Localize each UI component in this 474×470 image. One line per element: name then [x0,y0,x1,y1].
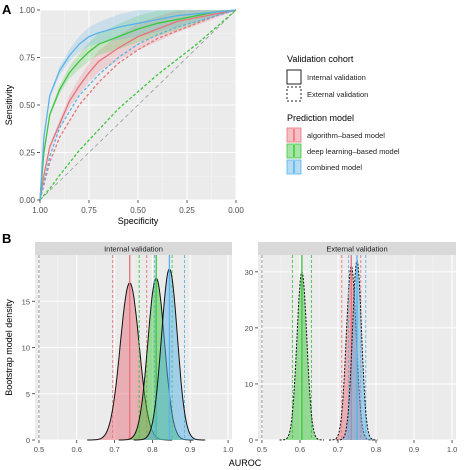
facet-strip [258,242,456,255]
roc-y-tick-label: 0.75 [19,54,35,63]
roc-curve-algorithm-external [39,9,237,201]
facet-x-tick-label: 0.7 [109,445,119,454]
legend-cohort-key-external [286,86,302,102]
panel-b-label: B [2,231,11,246]
roc-x-tick-label: 0.50 [130,206,146,215]
facet-y-tick-label: 10 [245,380,253,389]
roc-curve-combined-internal [39,9,237,201]
legend-cohort-entry: External validation [307,90,368,99]
roc-reference-diagonal [39,9,237,201]
roc-band-deep [40,10,236,200]
facet-x-tick-label: 0.8 [371,445,381,454]
panel-a-label: A [2,2,12,17]
density-facet-internal: Internal validation 0.5 0.6 0.7 0.8 0.9 1.0 0 5 1… [22,242,233,454]
facet-strip [35,242,232,255]
roc-y-tick-label: 0.50 [19,101,35,110]
roc-x-tick-label: 0.00 [228,206,244,215]
density-facet-external: External validation 0.5 0.6 0.7 0.8 0.9 1.0 0 10… [245,242,457,454]
roc-curves [39,9,237,201]
legend-model-entry: combined model [307,163,362,172]
roc-curve-combined-external [39,9,237,201]
facet-x-tick-label: 1.0 [447,445,457,454]
legend-cohort-title: Validation cohort [287,54,354,64]
roc-y-tick-label: 1.00 [19,6,35,15]
facet-strip-title: Internal validation [104,245,163,254]
roc-axes: 1.00 0.75 0.50 0.25 0.00 0.00 0.25 0.50 0.75 1.00 [19,6,244,215]
roc-x-tick-label: 0.25 [179,206,195,215]
facet-x-tick-label: 0.7 [333,445,343,454]
facet-y-tick-label: 5 [26,390,30,399]
roc-x-tick-label: 1.00 [32,206,48,215]
roc-panel: 1.00 0.75 0.50 0.25 0.000.000.250.500.751.00… [4,6,244,226]
legend-cohort-entry: Internal validation [307,73,366,82]
density-x-axis-label: AUROC [229,458,262,468]
facet-x-tick-label: 1.0 [223,445,233,454]
facet-y-tick-label: 30 [245,268,253,277]
density-panel: Internal validation 0.5 0.6 0.7 0.8 0.9 1.0 0 5 1… [22,242,457,454]
roc-x-tick-label: 0.75 [81,206,97,215]
legend-cohort-key-internal [286,69,302,85]
facet-y-tick-label: 20 [245,324,253,333]
roc-y-tick-label: 0.25 [19,149,35,158]
facet-x-tick-label: 0.9 [185,445,195,454]
roc-y-tick-label: 0.00 [19,196,35,205]
facet-x-tick-label: 0.6 [72,445,82,454]
roc-x-axis-label: Specificity [118,216,159,226]
roc-curve-algorithm-internal [39,9,237,201]
facet-x-tick-label: 0.5 [34,445,44,454]
facet-y-tick-label: 0 [26,436,30,445]
facet-x-tick-label: 0.9 [409,445,419,454]
density-y-axis-label: Bootstrap model density [4,299,14,396]
facet-x-tick-label: 0.5 [257,445,267,454]
facet-x-tick-label: 0.8 [147,445,157,454]
roc-band-algorithm [40,10,236,200]
facet-y-tick-label: 0 [249,436,253,445]
legend-model-entry: algorithm–based model [307,131,385,140]
facet-y-tick-label: 15 [22,297,30,306]
roc-y-axis-label: Sensitivity [4,84,14,125]
facet-strip-title: External validation [326,245,387,254]
legend-validation-cohort: Validation cohort Internal validation Ext… [286,54,368,102]
facet-x-tick-label: 0.6 [295,445,305,454]
roc-curve-deep-internal [39,9,237,201]
legend-model-title: Prediction model [287,113,354,123]
roc-curve-deep-external [39,9,237,201]
roc-confidence-bands [40,10,236,200]
legend-prediction-model: Prediction model algorithm–based model de… [286,113,400,175]
facet-y-tick-label: 10 [22,344,30,353]
legend-model-entry: deep learning–based model [307,147,400,156]
